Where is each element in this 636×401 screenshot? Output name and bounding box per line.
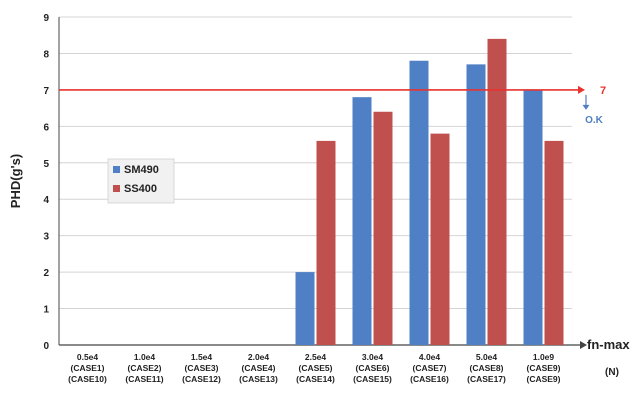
x-tick-label: (CASE11) <box>125 374 163 384</box>
x-tick-label: 1.0e9 <box>533 352 555 362</box>
x-tick-label: 1.5e4 <box>191 352 213 362</box>
legend: SM490 SS400 <box>107 158 175 204</box>
bar-sm490 <box>523 89 543 345</box>
legend-label-ss400: SS400 <box>124 183 157 195</box>
x-tick-label: 5.0e4 <box>476 352 498 362</box>
x-tick-label: (CASE16) <box>410 374 449 384</box>
x-tick-label: (CASE13) <box>239 374 278 384</box>
y-tick-label: 0 <box>43 341 49 352</box>
x-axis-label: fn-max <box>587 337 630 352</box>
x-tick-label: (CASE3) <box>184 363 218 373</box>
legend-swatch-sm490 <box>113 166 120 173</box>
x-tick-label: 4.0e4 <box>419 352 441 362</box>
x-tick-label: 3.0e4 <box>362 352 384 362</box>
labels: 0123456789PHD(g's)fn-max(N)0.5e4(CASE1)(… <box>8 13 630 384</box>
x-tick-label: (CASE1) <box>70 363 104 373</box>
y-tick-label: 7 <box>43 86 49 97</box>
bar-sm490 <box>295 272 315 345</box>
x-tick-label: (CASE9) <box>526 363 560 373</box>
x-tick-label: 2.0e4 <box>248 352 270 362</box>
x-tick-label: (CASE5) <box>298 363 332 373</box>
y-tick-label: 2 <box>43 268 49 279</box>
x-tick-label: (CASE6) <box>355 363 389 373</box>
y-tick-label: 6 <box>43 122 49 133</box>
bar-sm490 <box>352 97 372 345</box>
x-tick-label: 0.5e4 <box>77 352 99 362</box>
y-tick-label: 8 <box>43 49 49 60</box>
y-tick-label: 1 <box>43 305 49 316</box>
x-tick-label: (CASE12) <box>182 374 221 384</box>
legend-label-sm490: SM490 <box>124 164 159 176</box>
reference-line-group: 7 O.K <box>59 85 606 126</box>
x-tick-label: (CASE8) <box>469 363 503 373</box>
y-axis-label: PHD(g's) <box>8 154 23 208</box>
x-tick-label: (CASE4) <box>241 363 275 373</box>
y-tick-label: 3 <box>43 232 49 243</box>
bar-ss400 <box>544 140 564 345</box>
y-tick-label: 4 <box>43 195 49 206</box>
bar-sm490 <box>409 60 429 345</box>
bar-sm490 <box>466 64 486 345</box>
ok-annotation: O.K <box>585 115 604 126</box>
x-tick-label: (CASE10) <box>68 374 107 384</box>
x-tick-label: (CASE15) <box>353 374 392 384</box>
x-tick-label: 1.0e4 <box>134 352 156 362</box>
x-axis-unit: (N) <box>605 367 619 378</box>
bar-ss400 <box>430 133 450 345</box>
x-axis-arrow-icon <box>580 341 587 349</box>
reference-line-label: 7 <box>600 85 606 97</box>
x-tick-label: (CASE2) <box>127 363 161 373</box>
x-tick-label: (CASE17) <box>467 374 506 384</box>
bar-ss400 <box>316 140 336 345</box>
reference-arrow-icon <box>578 85 585 94</box>
bar-ss400 <box>487 38 507 345</box>
y-tick-label: 9 <box>43 13 49 24</box>
x-tick-label: (CASE9) <box>526 374 560 384</box>
bar-ss400 <box>373 111 393 345</box>
x-tick-label: (CASE14) <box>296 374 335 384</box>
y-tick-label: 5 <box>43 159 49 170</box>
x-tick-label: (CASE7) <box>412 363 446 373</box>
x-tick-label: 2.5e4 <box>305 352 327 362</box>
legend-swatch-ss400 <box>113 185 120 192</box>
ok-arrow-icon <box>582 104 590 110</box>
bars <box>295 38 564 345</box>
